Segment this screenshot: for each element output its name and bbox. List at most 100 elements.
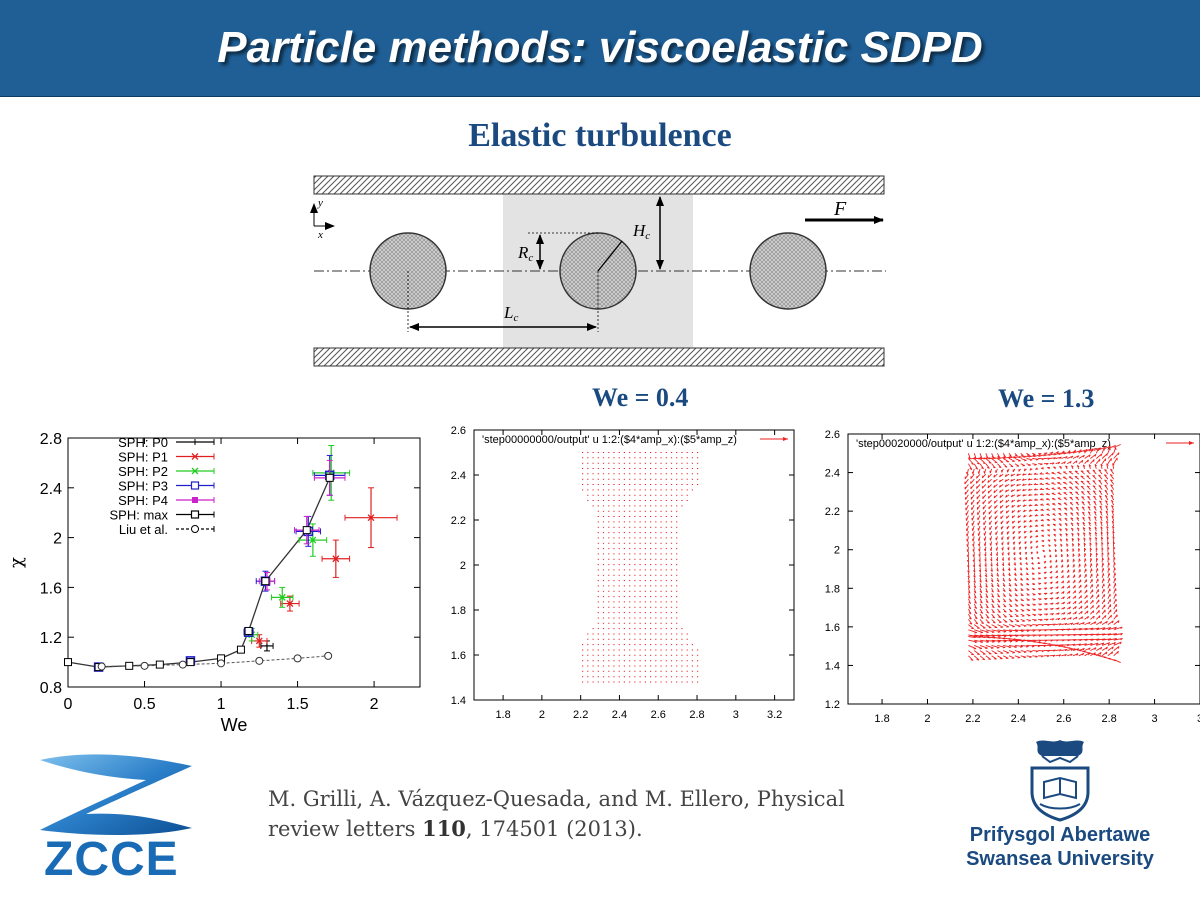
legend-label: SPH: max [109, 508, 168, 523]
radius-line [597, 240, 623, 272]
marker-liu [178, 660, 187, 669]
marker-liu [140, 661, 149, 670]
we-label-right: We = 1.3 [998, 384, 1095, 413]
slide-subtitle: Elastic turbulence [468, 117, 732, 154]
citation-line-1: M. Grilli, A. Vázquez-Quesada, and M. El… [268, 787, 845, 811]
marker-sph-max [64, 658, 72, 667]
vector-field [582, 452, 699, 683]
x-tick-label: 1.8 [874, 713, 889, 725]
x-tick-label: 1 [217, 696, 226, 713]
x-tick-label: 3 [733, 709, 739, 721]
vector-field-we-0-4: 1.8 2 2.2 2.4 2.6 2.8 3 3.2 1.4 1.6 1.8 2 2.2 2.4 2.6 '… [451, 425, 795, 721]
marker-p1 [367, 514, 375, 522]
axis-x-label: x [317, 229, 323, 241]
marker-sph-max [261, 577, 270, 586]
y-tick-label: 1.6 [40, 580, 62, 597]
x-tick-label: 2.2 [573, 709, 588, 721]
y-tick-label: 2.4 [825, 468, 840, 480]
marker-liu [324, 651, 333, 660]
y-tick-label: 2.4 [451, 470, 466, 482]
x-tick-label: 3 [1152, 713, 1158, 725]
marker-liu [255, 656, 264, 665]
marker-liu [217, 659, 226, 668]
y-tick-label: 1.4 [451, 695, 466, 707]
y-tick-label: 2.6 [451, 425, 466, 437]
x-tick-label: 2.8 [689, 709, 704, 721]
legend-arrowhead [1189, 441, 1194, 445]
we-label-left: We = 0.4 [592, 383, 689, 412]
plot-frame [67, 437, 421, 688]
citation-line-2: review letters 110, 174501 (2013). [268, 814, 948, 844]
vector-field [964, 444, 1123, 664]
x-tick-label: 2 [370, 696, 379, 713]
x-tick-label: 2.2 [965, 713, 980, 725]
y-tick-label: 2.2 [825, 506, 840, 518]
legend-label: SPH: P2 [118, 464, 168, 479]
x-tick-label: 2.6 [651, 709, 666, 721]
legend-label: SPH: P3 [118, 479, 168, 494]
x-tick-label: 0 [64, 696, 73, 713]
marker-p1 [332, 555, 340, 563]
bottom-wall [313, 347, 885, 367]
rc-label: Rc [517, 243, 533, 264]
force-label: F [833, 198, 847, 220]
velocity-dots [582, 452, 699, 683]
citation: M. Grilli, A. Vázquez-Quesada, and M. El… [268, 784, 948, 844]
marker-liu [293, 654, 302, 663]
university-name-welsh: Prifysgol Abertawe [969, 824, 1151, 846]
title-bar: Particle methods: viscoelastic SDPD [0, 0, 1200, 97]
y-tick-label: 1.2 [825, 699, 840, 711]
marker-sph-max [302, 526, 311, 535]
marker-sph-max [186, 658, 195, 667]
legend-marker [190, 510, 200, 519]
marker-sph-max [244, 626, 253, 635]
legend-label: SPH: P1 [118, 450, 168, 465]
vector-field-we-1-3: 1.8 2 2.2 2.4 2.6 2.8 3 3 1.2 1.4 1.6 1.8 2 2.2 2.4 2.6… [825, 429, 1200, 725]
marker-sph-max [325, 473, 334, 482]
y-tick-label: 2.2 [451, 515, 466, 527]
y-tick-label: 1.6 [825, 622, 840, 634]
marker-sph-max [236, 645, 245, 654]
x-tick-label: 1.5 [286, 696, 308, 713]
y-tick-label: 1.2 [40, 630, 62, 647]
x-tick-label: 3.2 [767, 709, 782, 721]
y-tick-label: 1.8 [451, 605, 466, 617]
legend-marker [191, 525, 199, 533]
marker-p2 [278, 593, 286, 601]
hc-label: Hc [632, 221, 650, 242]
university-crest-icon [1030, 740, 1090, 822]
citation-pages-year: , 174501 (2013). [465, 817, 643, 841]
y-tick-label: 2 [834, 545, 840, 557]
marker-liu [97, 662, 106, 671]
marker-p1 [255, 637, 263, 645]
citation-volume: 110 [422, 816, 466, 841]
marker-p2 [309, 536, 317, 544]
y-tick-label: 2.4 [40, 481, 62, 498]
x-tick-label: 1.8 [495, 709, 510, 721]
lc-label: Lc [503, 303, 518, 324]
y-tick-label: 2.8 [40, 431, 62, 448]
y-tick-label: 0.8 [40, 680, 62, 697]
legend-label: Liu et al. [119, 522, 168, 537]
velocity-arrows [964, 444, 1123, 664]
legend-marker [191, 453, 199, 460]
x-axis-label: We [221, 715, 248, 735]
x-tick-label: 2 [924, 713, 930, 725]
x-tick-label: 0.5 [133, 696, 155, 713]
zcce-logo-icon [40, 754, 192, 835]
series-line-sph-max [67, 477, 331, 668]
y-tick-label: 1.8 [825, 583, 840, 595]
x-tick-label: 2.6 [1056, 713, 1071, 725]
y-tick-label: 2.6 [825, 429, 840, 441]
legend-label: SPH: P0 [118, 435, 168, 450]
legend-arrowhead [783, 437, 788, 441]
x-tick-label: 2 [539, 709, 545, 721]
plot-frame [473, 429, 795, 701]
marker-sph-max [155, 660, 164, 669]
legend-label: 'step00000000/output' u 1:2:($4*amp_x):(… [482, 434, 737, 446]
citation-journal: review letters [268, 817, 423, 841]
legend-marker [192, 497, 198, 503]
x-tick-label: 2.4 [1011, 713, 1026, 725]
legend-label: SPH: P4 [118, 493, 168, 508]
